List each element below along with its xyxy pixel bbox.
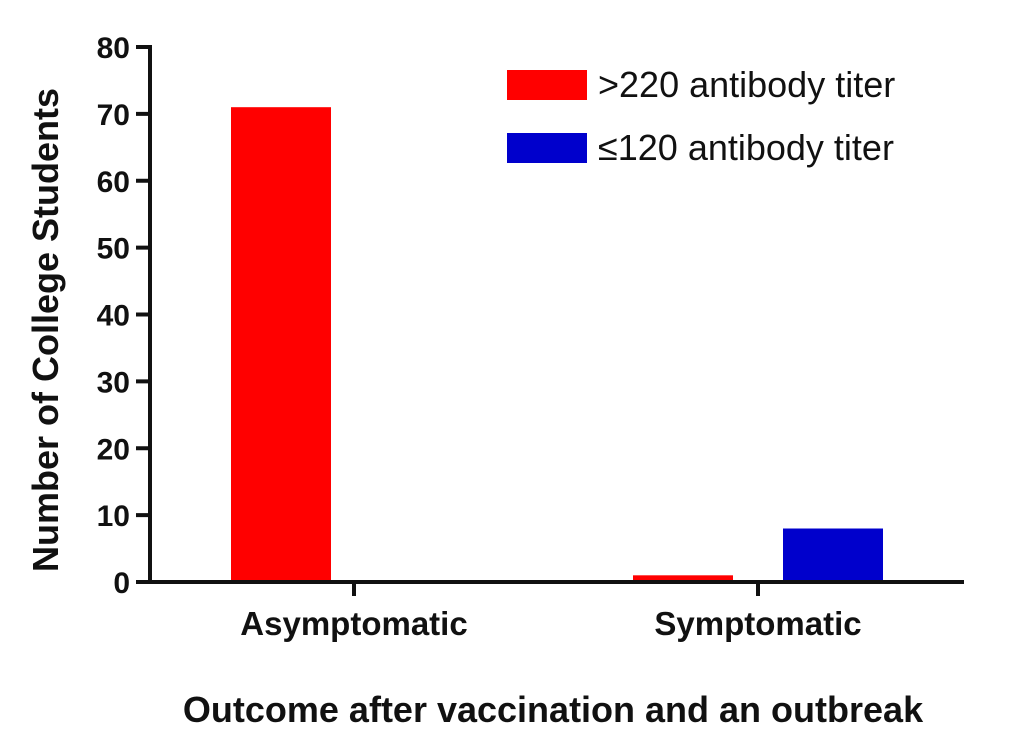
y-tick-label: 20 [97,433,130,466]
y-axis: 0 10 20 30 40 50 60 70 80 [97,32,152,600]
x-tick-label-asymptomatic: Asymptomatic [240,605,467,642]
bars-group [231,107,883,582]
x-axis-title: Outcome after vaccination and an outbrea… [183,689,924,730]
legend-label-2: ≤120 antibody titer [598,127,894,168]
y-tick-label: 80 [97,32,130,65]
bar-symptomatic-series-2 [783,528,883,582]
legend: >220 antibody titer ≤120 antibody titer [507,64,895,168]
bar-asymptomatic-series-1 [231,107,331,582]
bar-symptomatic-series-1 [633,575,733,582]
legend-label-1: >220 antibody titer [598,64,895,105]
y-tick-label: 30 [97,366,130,399]
y-tick-label: 0 [113,567,130,600]
y-tick-label: 70 [97,99,130,132]
y-tick-label: 40 [97,300,130,333]
y-tick-label: 60 [97,166,130,199]
y-axis-title: Number of College Students [25,88,66,572]
x-axis: Asymptomatic Symptomatic [148,580,964,642]
legend-swatch-2 [507,133,587,163]
x-tick-label-symptomatic: Symptomatic [654,605,861,642]
y-tick-label: 10 [97,500,130,533]
y-tick-label: 50 [97,233,130,266]
legend-swatch-1 [507,70,587,100]
